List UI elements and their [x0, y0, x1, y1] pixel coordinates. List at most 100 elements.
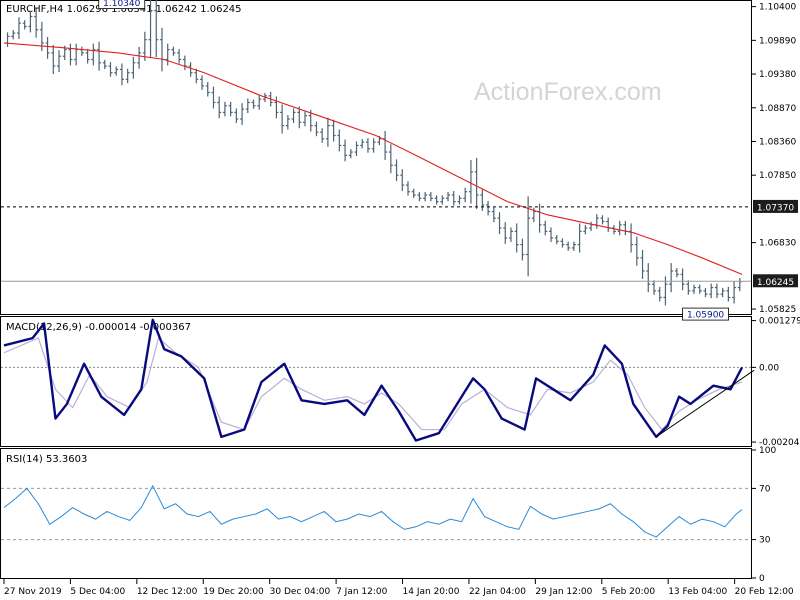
ohlc-bar [137, 46, 142, 69]
ohlc-bar [600, 215, 605, 225]
ohlc-bar [486, 200, 491, 216]
ohlc-bar [177, 48, 182, 64]
ohlc-bar [554, 235, 559, 245]
ohlc-bar [354, 141, 359, 157]
ohlc-bar [303, 111, 308, 127]
macd-trendline [655, 369, 755, 438]
price-tick-label: 1.07850 [759, 171, 796, 181]
ohlc-bar [720, 287, 725, 298]
ohlc-bar [451, 191, 456, 206]
ohlc-bar [514, 223, 519, 253]
annotation-label: 1.05900 [687, 311, 724, 321]
ohlc-bar [280, 104, 285, 134]
ohlc-bar [91, 43, 96, 66]
ohlc-bar [520, 238, 525, 261]
ohlc-bar [526, 196, 531, 277]
annotation-label: 1.10340 [103, 0, 140, 9]
ohlc-bar [217, 96, 222, 119]
ohlc-bar [577, 223, 582, 253]
rsi-tick-label: 0 [759, 574, 765, 584]
ohlc-bar [154, 0, 159, 58]
price-panel-frame [0, 0, 752, 315]
macd-main-line [3, 318, 744, 442]
ohlc-bar [571, 241, 576, 251]
ohlc-bar [423, 192, 428, 202]
ohlc-bar [617, 220, 622, 236]
ohlc-bar [674, 268, 679, 278]
time-tick-label: 13 Feb 04:00 [668, 587, 727, 597]
ohlc-bar [537, 203, 542, 233]
ohlc-bar [692, 284, 697, 294]
ohlc-bar [611, 225, 616, 235]
price-axis: 1.10400 1.09890 1.09380 1.08870 1.08360 1.078… [751, 3, 796, 315]
ohlc-bar [594, 214, 599, 229]
ohlc-bar [669, 263, 674, 293]
ohlc-bar [709, 283, 714, 299]
ohlc-bar [417, 192, 422, 202]
ohlc-bar [34, 8, 39, 38]
annotation-box [682, 307, 729, 321]
ohlc-bar [657, 286, 662, 302]
rsi-line-path [3, 484, 743, 538]
ohlc-bar [400, 169, 405, 192]
time-tick-label: 12 Dec 12:00 [137, 587, 198, 597]
time-tick-label: 7 Jan 12:00 [336, 587, 388, 597]
ohlc-bar [188, 62, 193, 77]
time-tick-label: 20 Feb 12:00 [735, 587, 794, 597]
ohlc-bar [285, 115, 290, 130]
ohlc-bar [663, 276, 668, 306]
rsi-title: RSI(14) 53.3603 [6, 454, 87, 465]
level-label: 1.06245 [757, 278, 794, 288]
price-annotations: 1.10340 1.05900 [98, 0, 729, 321]
symbol-info: EURCHF,H4 1.06296 1.06341 1.06242 1.0624… [6, 4, 242, 15]
macd-axis: 0.001279 0.00 -0.002042 [751, 317, 800, 448]
ohlc-bar [257, 95, 262, 110]
ohlc-bar [343, 139, 348, 162]
ohlc-bar [234, 108, 239, 123]
ohlc-bar [686, 280, 691, 295]
macd-lines [1, 318, 755, 442]
price-tick-label: 1.09380 [759, 70, 796, 80]
rsi-tick-label: 70 [759, 484, 771, 494]
ohlc-bar [497, 212, 502, 235]
ohlc-bar [371, 138, 376, 153]
ohlc-bar [463, 187, 468, 203]
ohlc-bar [314, 121, 319, 137]
ohlc-bar [383, 130, 388, 160]
watermark: ActionForex.com [474, 78, 662, 106]
ohlc-bar [560, 238, 565, 248]
ohlc-bar [640, 249, 645, 279]
ohlc-bar [79, 46, 84, 56]
time-tick-label: 22 Jan 04:00 [469, 587, 526, 597]
ohlc-bar [125, 68, 130, 84]
ohlc-bar [737, 278, 742, 292]
ohlc-bar [703, 287, 708, 298]
ohlc-bar [680, 268, 685, 291]
ohlc-bar [274, 96, 279, 119]
time-tick-label: 27 Nov 2019 [4, 587, 62, 597]
ohlc-bar [68, 43, 73, 66]
macd-tick-label: 0.00 [759, 363, 779, 373]
rsi-panel-frame [0, 448, 752, 579]
ohlc-bar [365, 138, 370, 153]
ohlc-bar [457, 195, 462, 205]
annotation-box [98, 0, 146, 9]
ma-line [3, 42, 743, 275]
ohlc-bar [434, 195, 439, 205]
ohlc-bar [726, 286, 731, 302]
ohlc-bar [102, 59, 107, 70]
macd-panel-frame [0, 316, 752, 447]
rsi-tick-label: 30 [759, 536, 771, 546]
ohlc-bar [732, 281, 737, 304]
macd-tick-label: 0.001279 [759, 317, 800, 327]
ohlc-bar [291, 108, 296, 123]
ohlc-bar [348, 149, 353, 159]
ohlc-bar [325, 117, 330, 147]
ohlc-bar [45, 37, 50, 59]
ohlc-bar [28, 10, 33, 33]
ohlc-bar [428, 192, 433, 202]
ohlc-bar [57, 50, 62, 73]
ohlc-bar [251, 99, 256, 109]
